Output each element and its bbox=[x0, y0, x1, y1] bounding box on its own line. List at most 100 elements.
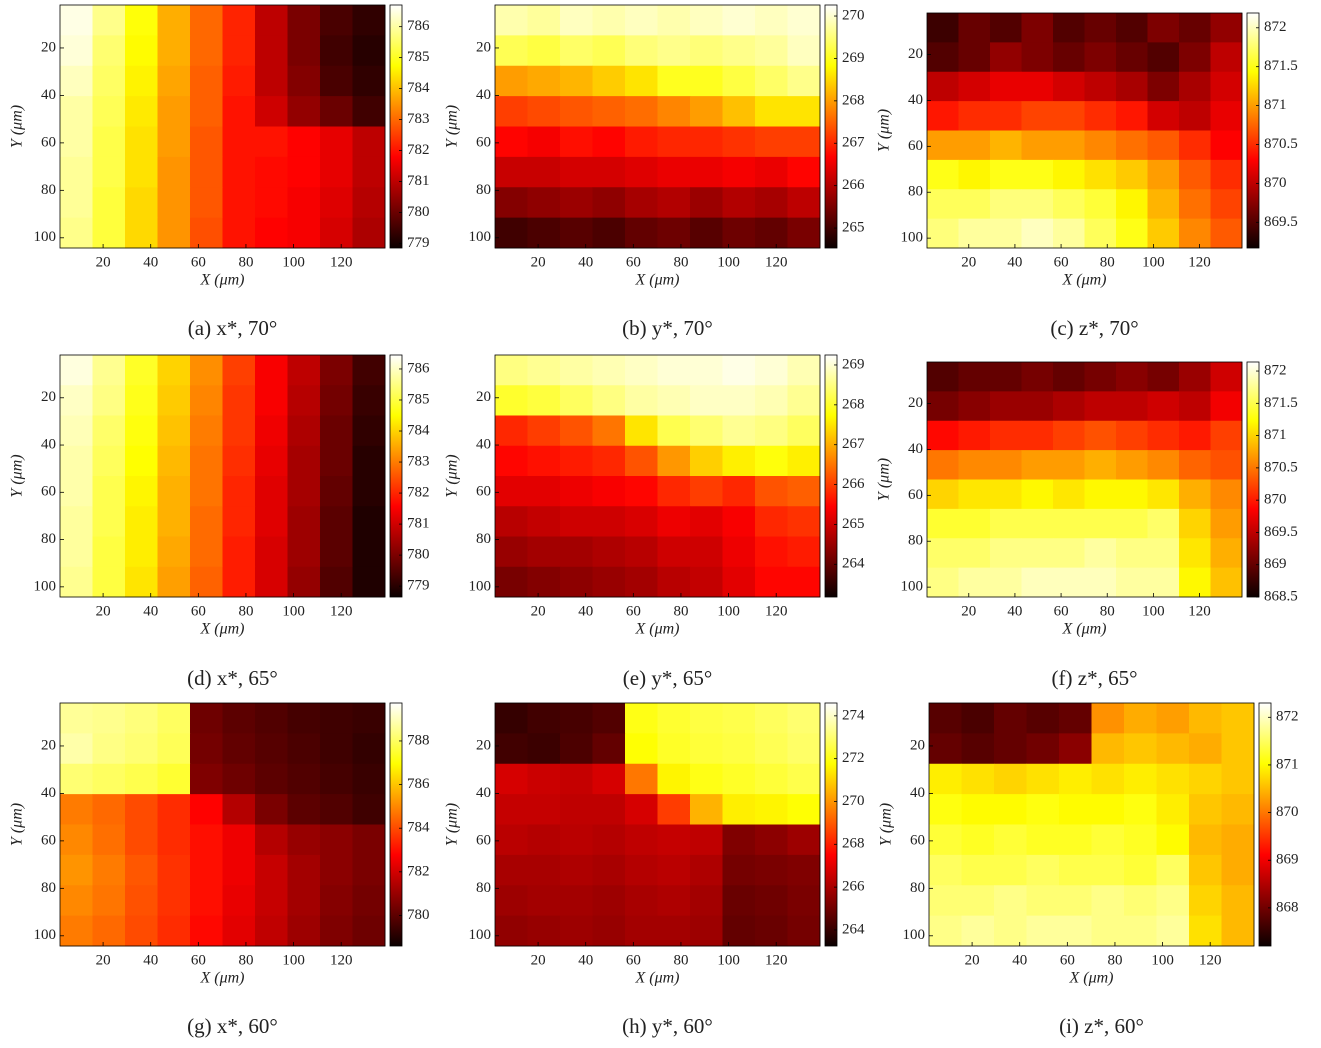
heatmap-cell bbox=[255, 794, 288, 825]
x-tick-label: 40 bbox=[143, 952, 158, 968]
colorbar-tick-label: 868 bbox=[1276, 899, 1299, 915]
heatmap-cell bbox=[287, 35, 321, 67]
heatmap-cell bbox=[990, 130, 1022, 161]
heatmap-cell bbox=[92, 126, 126, 158]
x-tick-label: 80 bbox=[673, 254, 688, 270]
heatmap-cell bbox=[352, 506, 386, 537]
heatmap-cell bbox=[255, 415, 288, 447]
heatmap-cell bbox=[690, 156, 723, 188]
x-tick-label: 80 bbox=[1107, 952, 1122, 968]
heatmap-cell bbox=[157, 126, 191, 158]
heatmap-cell bbox=[722, 763, 756, 795]
heatmap-cell bbox=[1156, 824, 1190, 856]
heatmap-cell bbox=[1124, 733, 1157, 765]
heatmap-cell bbox=[190, 566, 223, 598]
heatmap-cell bbox=[1147, 567, 1180, 598]
colorbar-tick-label: 268 bbox=[842, 396, 865, 412]
heatmap-cell bbox=[1021, 218, 1054, 249]
heatmap-cell bbox=[787, 126, 821, 158]
heatmap-cell bbox=[592, 217, 626, 249]
heatmap-cell bbox=[1053, 159, 1085, 190]
plot-frame bbox=[926, 361, 1243, 598]
y-tick-label: 80 bbox=[476, 880, 491, 896]
heatmap-cell bbox=[722, 824, 756, 856]
heatmap-cell bbox=[755, 5, 788, 36]
heatmap-cell bbox=[92, 385, 126, 416]
heatmap-cell bbox=[287, 824, 321, 856]
heatmap-cell bbox=[625, 355, 658, 386]
heatmap-cell bbox=[1053, 101, 1085, 131]
y-tick-label: 60 bbox=[41, 484, 56, 500]
heatmap-cell bbox=[60, 385, 93, 416]
heatmap-cell bbox=[320, 794, 353, 825]
heatmap-cell bbox=[1116, 391, 1148, 422]
heatmap-cell bbox=[560, 506, 593, 537]
heatmap-cell bbox=[190, 35, 223, 67]
heatmap-cell bbox=[1091, 733, 1125, 765]
x-tick-label: 100 bbox=[282, 603, 305, 619]
heatmap-cell bbox=[1116, 101, 1148, 131]
heatmap-cell bbox=[92, 187, 126, 219]
heatmap-cell bbox=[990, 391, 1022, 422]
heatmap-cell bbox=[352, 96, 386, 127]
heatmap-cell bbox=[352, 355, 386, 386]
heatmap-cell bbox=[592, 703, 626, 734]
heatmap-cell bbox=[495, 885, 528, 917]
heatmap-cell bbox=[560, 536, 593, 568]
x-tick-label: 100 bbox=[717, 952, 740, 968]
heatmap-cell bbox=[755, 885, 788, 917]
heatmap-cell bbox=[222, 126, 256, 158]
heatmap-cell bbox=[125, 703, 158, 734]
x-tick-label: 60 bbox=[626, 603, 641, 619]
heatmap-cell bbox=[690, 445, 723, 477]
heatmap-cell bbox=[657, 35, 691, 67]
heatmap-cell bbox=[125, 65, 158, 97]
heatmap-cell bbox=[927, 101, 959, 131]
heatmap-cell bbox=[527, 96, 561, 127]
colorbar bbox=[1246, 12, 1260, 249]
heatmap-cell bbox=[927, 71, 959, 102]
colorbar-tick-label: 265 bbox=[842, 220, 865, 236]
heatmap-cell bbox=[690, 763, 723, 795]
heatmap-cell bbox=[527, 65, 561, 97]
heatmap-cell bbox=[560, 96, 593, 127]
heatmap-cell bbox=[92, 536, 126, 568]
heatmap-cell bbox=[560, 885, 593, 917]
heatmap-cell bbox=[755, 824, 788, 856]
heatmap-cell bbox=[592, 156, 626, 188]
heatmap-cell bbox=[190, 355, 223, 386]
colorbar-tick-label: 870.5 bbox=[1264, 136, 1298, 152]
heatmap-cell bbox=[1026, 885, 1060, 917]
heatmap-cell bbox=[1156, 763, 1190, 795]
heatmap-cell bbox=[657, 733, 691, 765]
colorbar-tick-label: 269 bbox=[842, 356, 865, 372]
heatmap-cell bbox=[1084, 479, 1117, 510]
colorbar-tick-label: 780 bbox=[407, 907, 430, 923]
heatmap-cell bbox=[1026, 733, 1060, 765]
heatmap-cell bbox=[961, 824, 995, 856]
colorbar-tick-label: 872 bbox=[1264, 19, 1287, 35]
heatmap-cell bbox=[190, 5, 223, 36]
y-tick-label: 80 bbox=[910, 880, 925, 896]
heatmap-cell bbox=[1221, 763, 1255, 795]
y-tick-label: 100 bbox=[469, 578, 492, 594]
heatmap-cell bbox=[1059, 915, 1092, 947]
x-axis-label: X (μm) bbox=[199, 970, 244, 987]
heatmap-cell bbox=[222, 854, 256, 886]
heatmap-cell bbox=[190, 65, 223, 97]
heatmap-cell bbox=[560, 355, 593, 386]
heatmap-cell bbox=[1179, 71, 1211, 102]
y-tick-label: 100 bbox=[34, 927, 57, 943]
heatmap-cell bbox=[961, 703, 995, 734]
heatmap-cell bbox=[625, 733, 658, 765]
x-tick-label: 100 bbox=[282, 952, 305, 968]
heatmap-cell bbox=[125, 476, 158, 507]
heatmap-cell bbox=[60, 35, 93, 67]
heatmap-cell bbox=[157, 35, 191, 67]
heatmap-cell bbox=[592, 126, 626, 158]
heatmap-cell bbox=[1189, 854, 1222, 886]
heatmap-cell bbox=[1116, 567, 1148, 598]
heatmap-cell bbox=[961, 794, 995, 825]
y-tick-label: 20 bbox=[476, 389, 491, 405]
heatmap-cell bbox=[495, 217, 528, 249]
